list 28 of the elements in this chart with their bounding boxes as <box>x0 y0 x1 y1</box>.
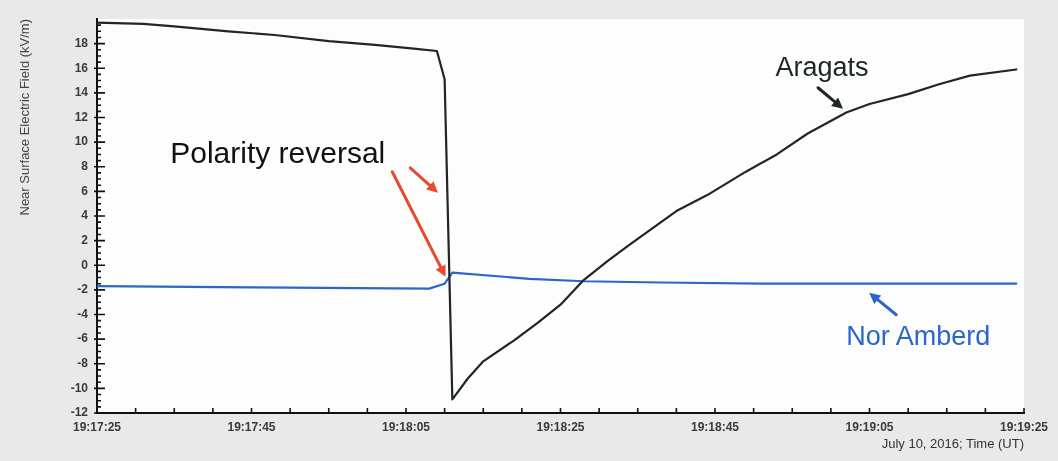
series-label: Aragats <box>775 52 869 83</box>
y-axis-title: Near Surface Electric Field (kV/m) <box>17 19 33 216</box>
y-tick-label: 12 <box>74 109 89 124</box>
y-tick-label: 6 <box>81 183 89 198</box>
y-tick-label: -8 <box>77 356 89 371</box>
y-tick-label: -12 <box>70 405 89 420</box>
x-tick-label: 19:18:25 <box>536 419 585 434</box>
x-axis-title: July 10, 2016; Time (UT) <box>881 435 1024 451</box>
x-tick-label: 19:19:05 <box>845 419 894 434</box>
x-tick-label: 19:17:25 <box>72 419 122 434</box>
y-tick-label: 8 <box>81 159 89 174</box>
y-tick-label: 0 <box>81 257 89 272</box>
y-tick-label: 14 <box>74 85 89 100</box>
legend-label: Nor Amberd <box>846 321 991 352</box>
annotation: Polarity reversal <box>170 136 386 170</box>
y-tick-label: 10 <box>74 134 89 149</box>
x-tick-label: 19:19:25 <box>999 419 1049 434</box>
y-tick-label: -2 <box>77 282 89 297</box>
y-tick-label: 18 <box>74 35 89 50</box>
y-tick-label: 16 <box>74 60 89 75</box>
y-tick-label: 4 <box>81 208 89 223</box>
x-tick-label: 19:17:45 <box>227 419 276 434</box>
x-tick-label: 19:18:45 <box>690 419 740 434</box>
y-tick-label: 2 <box>81 232 89 247</box>
y-tick-label: -10 <box>70 380 89 395</box>
x-tick-label: 19:18:05 <box>381 419 431 434</box>
y-tick-label: -4 <box>77 306 89 321</box>
y-tick-label: -6 <box>77 331 89 346</box>
